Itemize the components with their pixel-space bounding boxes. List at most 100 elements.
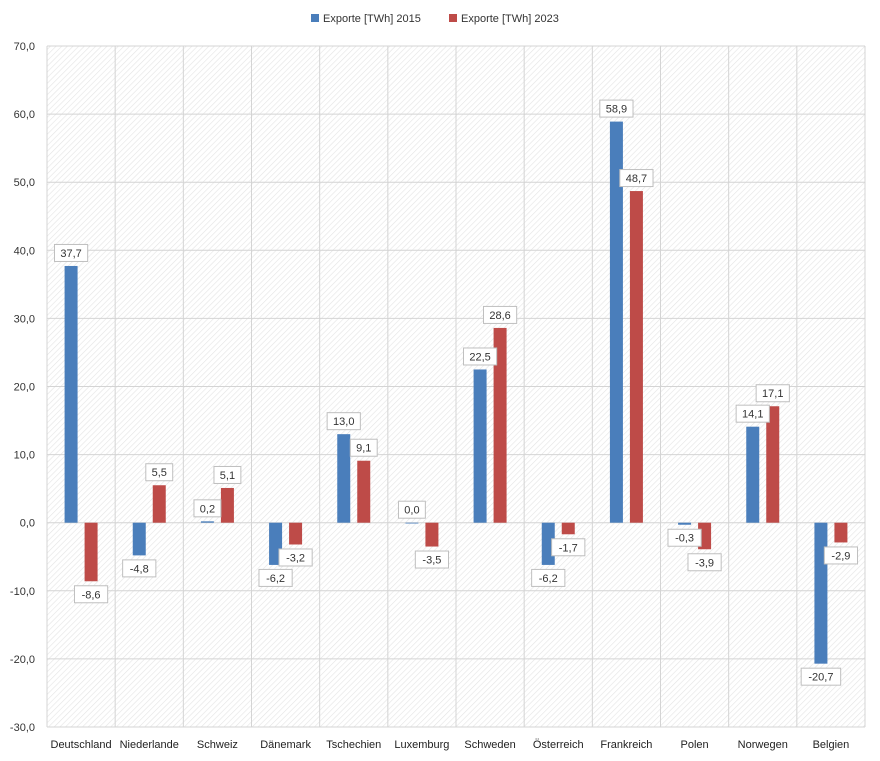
data-label-box (619, 169, 654, 188)
x-tick-label: Norwegen (738, 739, 788, 751)
data-label: 48,7 (619, 169, 654, 188)
data-label-text: 22,5 (469, 351, 490, 363)
bar-2015 (64, 265, 78, 523)
x-tick-label: Luxemburg (394, 739, 449, 751)
x-tick-label: Deutschland (51, 739, 112, 751)
data-label-box (599, 99, 634, 118)
x-tick-label: Niederlande (120, 739, 179, 751)
data-label-text: -6,2 (539, 573, 558, 585)
data-label-text: -20,7 (808, 672, 833, 684)
data-label: -1,7 (551, 538, 586, 557)
bar-2015 (814, 522, 828, 664)
data-label-text: -6,2 (266, 573, 285, 585)
data-label-text: 5,5 (152, 467, 167, 479)
data-label: -3,5 (414, 550, 450, 569)
data-label: -6,2 (531, 568, 566, 587)
data-label-box (462, 347, 498, 366)
y-tick-label: 40,0 (14, 245, 35, 257)
data-label-text: 9,1 (356, 443, 371, 455)
bar-2023 (425, 522, 439, 547)
data-label-text: 0,0 (404, 505, 419, 517)
y-tick-label: 30,0 (14, 313, 35, 325)
bar-2015 (473, 369, 487, 523)
data-label-text: -1,7 (559, 542, 578, 554)
data-label-box (349, 438, 378, 457)
bar-2023 (629, 191, 643, 523)
bar-2023 (152, 485, 166, 523)
data-label-box (800, 667, 842, 686)
data-label: 9,1 (349, 438, 378, 457)
data-label-text: -2,9 (831, 550, 850, 562)
data-label: -6,2 (258, 568, 293, 587)
data-label-text: 58,9 (606, 104, 627, 116)
data-label: 5,5 (145, 463, 174, 482)
x-tick-label: Österreich (533, 739, 584, 751)
x-tick-label: Schweiz (197, 739, 238, 751)
legend-label: Exporte [TWh] 2023 (461, 13, 559, 25)
data-label: 58,9 (599, 99, 634, 118)
data-label-text: 17,1 (762, 388, 783, 400)
data-label-box (193, 499, 222, 518)
data-label: 17,1 (755, 384, 790, 403)
data-label-box (551, 538, 586, 557)
data-label: -3,9 (687, 553, 722, 572)
y-tick-label: -10,0 (10, 586, 35, 598)
legend-label: Exporte [TWh] 2015 (323, 13, 421, 25)
data-label-box (145, 463, 174, 482)
data-label: 22,5 (462, 347, 498, 366)
data-label: -2,9 (823, 546, 859, 565)
y-axis-ticks: -30,0 -20,0 -10,0 0,0 10,0 20,0 30,0 40,0 50,0 60… (10, 41, 35, 734)
bar-2023 (220, 487, 234, 523)
data-label-box (823, 546, 859, 565)
data-labels: 37,7-8,6-4,85,50,25,1-6,2-3,213,09,10,0-… (53, 99, 859, 686)
data-label-box (278, 548, 313, 567)
legend-item-2023: Exporte [TWh] 2023 (449, 13, 559, 25)
data-label-text: -3,2 (286, 552, 305, 564)
data-label-box (667, 528, 702, 547)
data-label-box (122, 559, 157, 578)
data-label: 28,6 (482, 305, 518, 324)
data-label: -3,2 (278, 548, 313, 567)
legend: Exporte [TWh] 2015 Exporte [TWh] 2023 (311, 13, 559, 25)
bar-2023 (289, 522, 303, 545)
bar-2023 (493, 327, 507, 523)
bars (64, 121, 848, 664)
bar-2015 (609, 121, 623, 523)
bar-2023 (834, 522, 848, 543)
data-label: 13,0 (326, 412, 361, 431)
data-label: -4,8 (122, 559, 157, 578)
data-label: 14,1 (735, 404, 770, 423)
data-label-box (258, 568, 293, 587)
data-label-box (53, 243, 89, 262)
legend-swatch (449, 14, 457, 22)
x-tick-label: Belgien (813, 739, 850, 751)
bar-2015 (678, 522, 692, 525)
bar-2015 (200, 521, 214, 523)
y-tick-label: -30,0 (10, 722, 35, 734)
data-label: -0,3 (667, 528, 702, 547)
y-tick-label: 60,0 (14, 109, 35, 121)
data-label-box (482, 305, 518, 324)
bar-2015 (405, 522, 419, 524)
data-label-text: 13,0 (333, 416, 354, 428)
x-tick-label: Dänemark (260, 739, 311, 751)
data-label-box (73, 585, 109, 604)
data-label-box (531, 568, 566, 587)
data-label-box (687, 553, 722, 572)
data-label-text: -3,5 (422, 555, 441, 567)
data-label-text: -8,6 (82, 589, 101, 601)
data-label-box (755, 384, 790, 403)
y-tick-label: 50,0 (14, 177, 35, 189)
data-label-text: -3,9 (695, 557, 714, 569)
bar-2015 (746, 426, 760, 523)
x-tick-label: Tschechien (326, 739, 381, 751)
data-label-text: 14,1 (742, 409, 763, 421)
data-label-text: -0,3 (675, 533, 694, 545)
bar-2023 (84, 522, 98, 582)
bar-2015 (337, 434, 351, 523)
data-label: 0,0 (397, 500, 426, 519)
data-label-box (414, 550, 450, 569)
y-tick-label: -20,0 (10, 654, 35, 666)
y-tick-label: 10,0 (14, 450, 35, 462)
